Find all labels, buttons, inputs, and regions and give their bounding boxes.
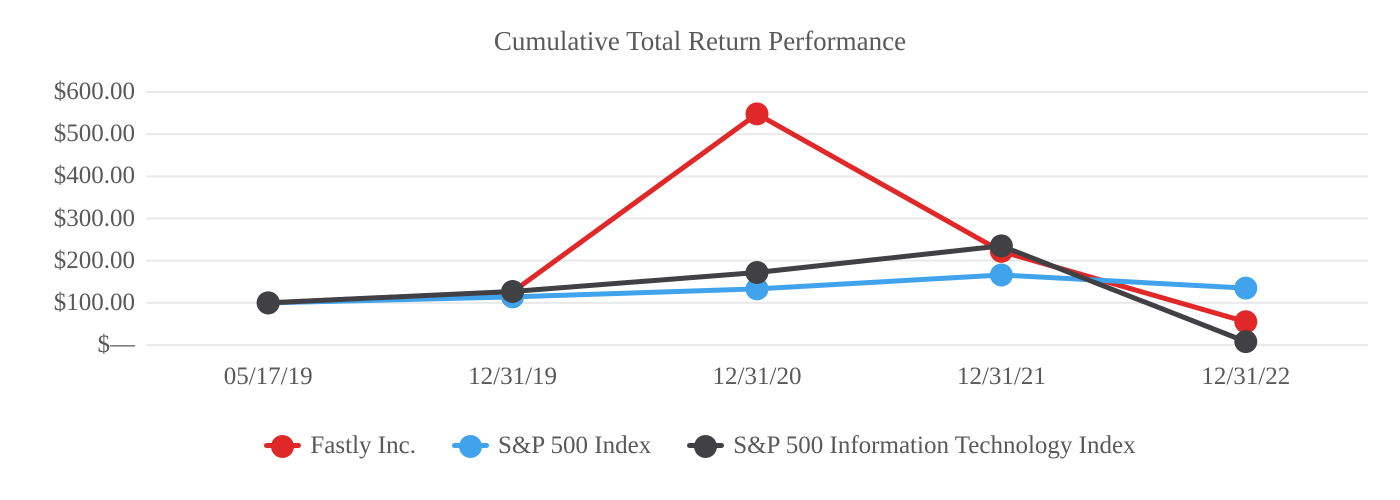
y-axis-label: $600.00 [53, 78, 135, 105]
legend-label: Fastly Inc. [310, 432, 416, 459]
y-axis-label: $— [97, 331, 136, 358]
x-axis-label: 12/31/20 [712, 363, 802, 390]
legend-item-fastly-inc: Fastly Inc. [264, 431, 416, 461]
legend-item-s-p-500-index: S&P 500 Index [451, 431, 652, 461]
y-axis-label: $400.00 [53, 162, 135, 190]
data-point-s-p-500-index [1234, 276, 1258, 300]
x-axis-label: 12/31/19 [468, 363, 558, 390]
data-point-s-p-500-information-technology-index [1234, 330, 1258, 354]
legend: Fastly Inc. S&P 500 Index S&P 500 Informat… [0, 431, 1400, 461]
x-axis-label: 12/31/21 [956, 363, 1046, 390]
x-axis-label: 05/17/19 [223, 363, 313, 390]
legend-label: S&P 500 Index [497, 432, 652, 459]
data-point-fastly-inc [745, 102, 769, 126]
data-point-fastly-inc [1234, 310, 1258, 334]
y-axis-label: $300.00 [53, 204, 135, 232]
data-point-s-p-500-information-technology-index [745, 260, 769, 284]
legend-dot-icon [271, 434, 295, 458]
y-axis-label: $500.00 [53, 120, 135, 148]
data-point-s-p-500-information-technology-index [989, 234, 1013, 258]
legend-marker-icon [687, 433, 725, 459]
data-point-s-p-500-index [745, 277, 769, 301]
legend-dot-icon [694, 434, 718, 458]
data-point-s-p-500-index [989, 263, 1013, 287]
x-axis-label: 12/31/22 [1201, 363, 1291, 390]
legend-label: S&P 500 Information Technology Index [733, 432, 1136, 459]
y-axis-label: $100.00 [53, 288, 135, 316]
legend-item-s-p-500-information-technology-index: S&P 500 Information Technology Index [687, 431, 1136, 461]
legend-marker-icon [264, 433, 302, 459]
chart-title: Cumulative Total Return Performance [493, 26, 907, 56]
legend-marker-icon [451, 433, 489, 459]
data-point-s-p-500-information-technology-index [501, 279, 525, 303]
legend-dot-icon [458, 434, 482, 458]
data-point-s-p-500-information-technology-index [256, 291, 280, 315]
y-axis-label: $200.00 [53, 246, 135, 274]
